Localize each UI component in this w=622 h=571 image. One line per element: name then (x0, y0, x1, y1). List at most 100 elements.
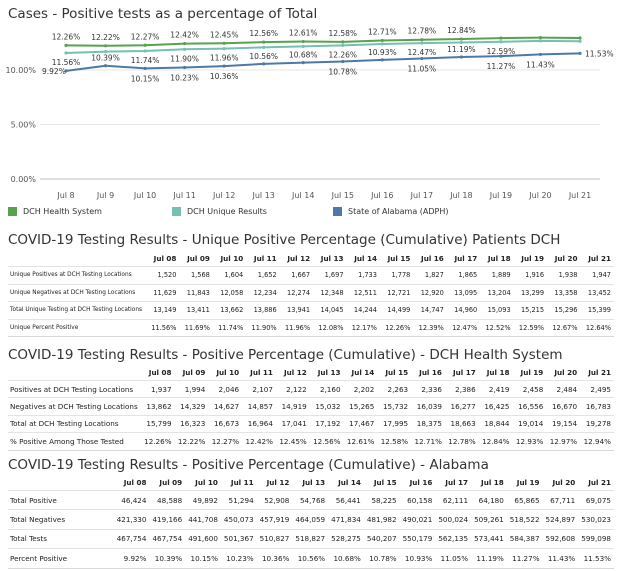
table-cell: 562,135 (435, 528, 472, 549)
row-label: Total Unique Testing at DCH Testing Loca… (8, 301, 146, 320)
table-cell: 17,192 (309, 414, 344, 433)
table-cell: 54,768 (292, 489, 329, 510)
table-cell: 11.69% (179, 318, 213, 338)
data-point (499, 40, 503, 44)
table-cell: 46,424 (113, 489, 150, 510)
table-row: Percent Positive 9.92% 10.39% 10.15% 10.23% 1… (8, 548, 614, 569)
legend-swatch (8, 207, 17, 216)
table-cell: 65,865 (506, 489, 543, 510)
table-cell: 13,095 (446, 283, 481, 302)
data-label: 12.71% (368, 27, 397, 36)
column-header: Jul 13 (302, 478, 326, 487)
table-cell: 14,329 (174, 397, 209, 416)
table-cell: 573,441 (471, 528, 507, 549)
unique-positive-table: Jul 08 Jul 09 Jul 10 Jul 11 Jul 12 Jul 13 Jul … (8, 250, 614, 338)
table-cell: 471,834 (328, 509, 364, 530)
data-label: 10.56% (249, 52, 278, 61)
column-header: Jul 15 (387, 253, 411, 263)
table-cell: 58,225 (363, 489, 400, 510)
column-header: Jul 20 (552, 478, 576, 487)
column-header: Jul 15 (373, 478, 397, 487)
table-cell: 9.92% (113, 548, 150, 569)
data-point (64, 69, 68, 73)
row-label: Negatives at DCH Testing Locations (8, 397, 141, 416)
data-label: 11.27% (487, 62, 516, 71)
data-label: 12.22% (91, 33, 120, 42)
table-cell: 2,458 (512, 379, 547, 398)
table-cell: 540,207 (363, 528, 400, 549)
table-cell: 441,708 (185, 509, 221, 530)
data-point (578, 51, 582, 55)
table-cell: 12,058 (212, 283, 247, 302)
table-cell: 1,889 (480, 266, 514, 285)
table-row: Unique Negatives at DCH Testing Location… (8, 283, 614, 302)
table-cell: 17,041 (275, 414, 310, 433)
table-cell: 518,827 (292, 528, 329, 549)
data-label: 11.96% (210, 54, 239, 63)
table-cell: 419,166 (149, 509, 186, 530)
table-cell: 13,886 (246, 301, 280, 320)
column-header: Jul 08 (153, 253, 177, 263)
table-cell: 12.17% (346, 318, 380, 338)
table-cell: 11.56% (146, 318, 180, 338)
table-cell: 1,938 (547, 266, 581, 285)
row-label: % Positive Among Those Tested (8, 432, 141, 451)
line-chart: 0.00% 5.00% 10.00% Jul 8 Jul 9 Jul 10 Jul 11 Ju… (5, 26, 613, 200)
legend-swatch (172, 207, 181, 216)
table-cell: 1,916 (513, 266, 548, 285)
table-cell: 13,941 (279, 301, 314, 320)
chart-title: Cases - Positive tests as a percentage o… (8, 6, 318, 22)
column-header: Jul 19 (516, 478, 540, 487)
table-row: Total at DCH Testing Locations 15,799 16,3… (8, 414, 614, 433)
x-tick-label: Jul 20 (528, 191, 551, 200)
table-cell: 1,652 (246, 266, 280, 285)
table-cell: 12.78% (444, 432, 479, 451)
table-cell: 13,299 (513, 283, 548, 302)
row-label: Positives at DCH Testing Locations (8, 379, 141, 398)
table-row: Negatives at DCH Testing Locations 13,862… (8, 397, 614, 416)
column-header: Jul 21 (588, 478, 611, 487)
column-header: Jul 09 (187, 253, 210, 263)
table-cell: 11.05% (435, 548, 472, 569)
table-cell: 12.94% (580, 432, 614, 451)
table-cell: 11,629 (146, 283, 180, 302)
data-label: 11.19% (447, 45, 476, 54)
column-header: Jul 11 (230, 478, 254, 487)
data-label: 10.78% (328, 67, 357, 76)
data-point (341, 43, 345, 47)
table-cell: 14,960 (446, 301, 481, 320)
legend-item: DCH Unique Results (172, 207, 267, 216)
legend-label: DCH Unique Results (187, 207, 267, 216)
table-cell: 2,160 (309, 379, 344, 398)
column-header: Jul 17 (452, 368, 476, 377)
table-row: Total Positive 46,424 48,588 49,892 51,294 52… (8, 489, 614, 510)
table-cell: 12.08% (313, 318, 347, 338)
table-cell: 12.26% (140, 432, 175, 451)
x-tick-label: Jul 12 (212, 191, 235, 200)
table-cell: 1,604 (212, 266, 247, 285)
table-cell: 14,627 (208, 397, 243, 416)
table-cell: 2,202 (343, 379, 378, 398)
data-point (103, 49, 108, 54)
data-label: 9.92% (42, 67, 66, 76)
data-label: 12.26% (52, 32, 81, 41)
table-cell: 13,149 (146, 301, 180, 320)
data-label: 12.27% (131, 32, 160, 41)
table-cell: 19,154 (546, 414, 581, 433)
table-cell: 13,862 (140, 397, 175, 416)
table-cell: 52,908 (256, 489, 293, 510)
data-label: 12.26% (328, 50, 357, 59)
table-cell: 11,843 (179, 283, 213, 302)
table-cell: 14,499 (379, 301, 414, 320)
row-label: Total Tests (8, 528, 114, 549)
data-label: 12.84% (447, 26, 476, 35)
table-cell: 15,032 (309, 397, 344, 416)
table-cell: 1,667 (279, 266, 314, 285)
table-cell: 2,386 (444, 379, 479, 398)
data-label: 12.61% (289, 29, 318, 38)
table-cell: 1,733 (346, 266, 380, 285)
table-cell: 12.58% (377, 432, 412, 451)
x-tick-label: Jul 16 (370, 191, 393, 200)
table-cell: 12,511 (346, 283, 380, 302)
table-cell: 14,857 (242, 397, 276, 416)
